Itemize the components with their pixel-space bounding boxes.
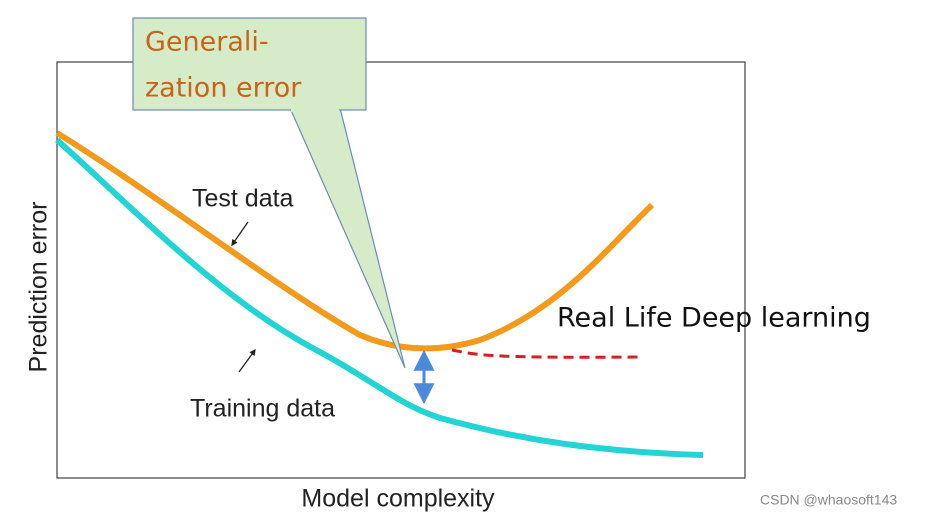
training-pointer	[238, 348, 256, 373]
plot-frame	[56, 61, 746, 479]
callout-join	[291, 106, 339, 112]
watermark: CSDN @whaosoft143	[760, 492, 897, 508]
training-label: Training data	[190, 395, 335, 423]
annotation: Real Life Deep learning	[557, 303, 871, 334]
callout-line: zation error	[145, 73, 302, 104]
deep-learning-curve	[451, 348, 641, 359]
callout-line: Generali-	[145, 27, 269, 58]
test-pointer	[231, 221, 249, 247]
test-label: Test data	[192, 185, 294, 213]
x-axis-label: Model complexity	[301, 485, 495, 513]
training-curve	[55, 137, 704, 458]
callout-box	[132, 17, 367, 111]
y-axis-label: Prediction error	[25, 202, 53, 373]
